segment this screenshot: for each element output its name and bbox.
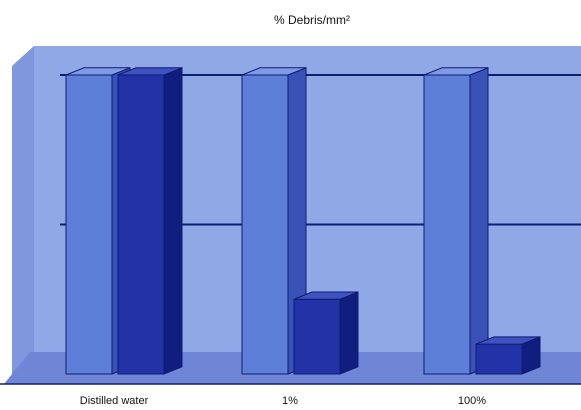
bar-2-1 [475, 336, 541, 375]
category-labels: Distilled water 1% 100% [80, 395, 487, 407]
side-wall [12, 46, 34, 384]
bar-side [163, 67, 183, 375]
bar-top [475, 336, 541, 345]
bar-top [117, 67, 183, 76]
bar-top [293, 291, 359, 300]
bar-front [423, 74, 471, 375]
bar-side [339, 291, 359, 375]
bar-0-1 [117, 67, 183, 375]
bar-1-1 [293, 291, 359, 375]
bars [65, 67, 541, 375]
bar-2-0 [423, 67, 489, 375]
bar-top [65, 67, 131, 76]
bar-front [241, 74, 289, 375]
bar-front [117, 74, 165, 375]
category-label-1: 1% [282, 395, 298, 407]
bar-front [293, 298, 341, 375]
category-label-2: 100% [458, 395, 486, 407]
chart-title: % Debris/mm² [274, 13, 350, 27]
bar-front [475, 343, 523, 375]
category-label-0: Distilled water [80, 395, 149, 407]
bar-front [65, 74, 113, 375]
bar-side [469, 67, 489, 375]
bar-top [241, 67, 307, 76]
bar-top [423, 67, 489, 76]
